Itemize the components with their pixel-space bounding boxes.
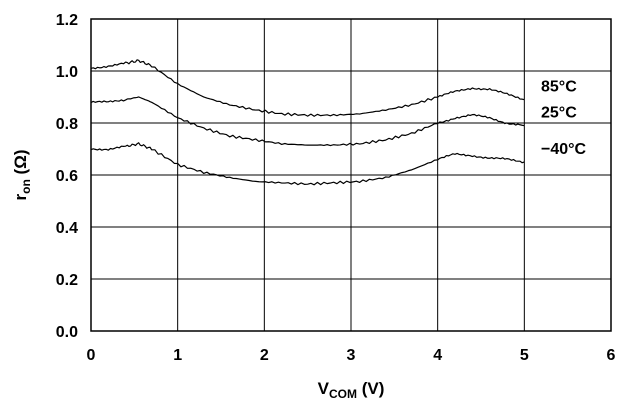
y-axis-title-unit: (Ω) bbox=[11, 150, 30, 180]
series-layer bbox=[90, 59, 525, 186]
series-labels: 85°C 25°C −40°C bbox=[541, 79, 587, 158]
x-tick-labels: 0 1 2 3 4 5 6 bbox=[87, 347, 616, 364]
y-tick-label: 0.4 bbox=[56, 220, 78, 237]
x-tick-label: 1 bbox=[173, 347, 182, 364]
y-axis-title: ron (Ω) bbox=[11, 150, 33, 201]
series-label: −40°C bbox=[541, 141, 587, 158]
x-axis-title-unit: (V) bbox=[357, 379, 384, 398]
x-tick-label: 5 bbox=[520, 347, 529, 364]
grid bbox=[91, 19, 611, 331]
x-tick-label: 2 bbox=[260, 347, 269, 364]
y-tick-label: 1.0 bbox=[56, 64, 78, 81]
y-tick-label: 0.2 bbox=[56, 272, 78, 289]
y-axis-title-sub: on bbox=[19, 179, 33, 194]
series-label: 25°C bbox=[541, 105, 577, 122]
x-axis-title-main: V bbox=[318, 379, 330, 398]
y-tick-label: 1.2 bbox=[56, 12, 78, 29]
series-line bbox=[90, 96, 525, 147]
series-line bbox=[90, 59, 525, 117]
y-tick-label: 0.6 bbox=[56, 168, 78, 185]
x-tick-label: 0 bbox=[87, 347, 96, 364]
x-tick-label: 6 bbox=[607, 347, 616, 364]
x-axis-title: VCOM (V) bbox=[318, 379, 385, 401]
x-axis-title-sub: COM bbox=[329, 387, 357, 401]
y-axis-title-main: r bbox=[11, 193, 30, 200]
series-label: 85°C bbox=[541, 79, 577, 96]
y-tick-label: 0.8 bbox=[56, 116, 78, 133]
x-tick-label: 3 bbox=[347, 347, 356, 364]
y-tick-labels: 0.0 0.2 0.4 0.6 0.8 1.0 1.2 bbox=[56, 12, 78, 341]
y-tick-label: 0.0 bbox=[56, 324, 78, 341]
x-tick-label: 4 bbox=[433, 347, 442, 364]
plot-frame bbox=[90, 18, 612, 332]
series-line bbox=[90, 142, 525, 186]
